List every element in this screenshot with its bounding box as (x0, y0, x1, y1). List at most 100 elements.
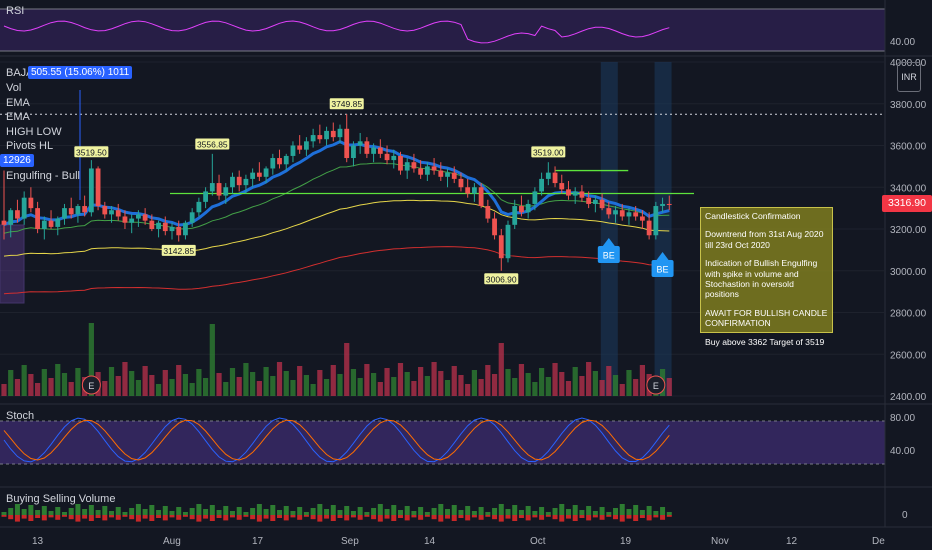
candle-body (230, 176, 235, 188)
highlight-column (600, 62, 618, 396)
candle-body (75, 206, 81, 215)
volume-bar (236, 377, 242, 396)
candle-body (324, 130, 329, 140)
candle-body (41, 220, 47, 229)
sell-volume-bar (639, 515, 645, 518)
sell-volume-bar (646, 515, 652, 521)
sell-volume-bar (478, 515, 484, 520)
stoch-d-line (3, 419, 670, 461)
volume-bar (256, 381, 262, 396)
sell-volume-bar (28, 515, 34, 521)
sell-volume-bar (384, 515, 390, 519)
volume-bar (485, 365, 491, 396)
candle (176, 220, 182, 242)
candle (572, 187, 578, 204)
volume-bar (21, 365, 27, 396)
sell-volume-bar (277, 515, 283, 518)
candle-body (592, 199, 598, 204)
candle (297, 135, 303, 154)
buy-volume-bar (209, 505, 215, 515)
buy-volume-bar (633, 505, 639, 515)
candle (95, 166, 101, 211)
legend-item[interactable]: HIGH LOW (6, 125, 62, 138)
buy-volume-bar (283, 506, 289, 515)
sell-volume-bar (565, 515, 571, 519)
sell-volume-bar (492, 515, 498, 520)
volume-bar (599, 380, 605, 396)
candle (478, 183, 484, 209)
sell-volume-bar (263, 515, 269, 519)
buy-volume-bar (471, 511, 477, 515)
note-line: Downtrend from 31st Aug 2020 till 23rd O… (705, 229, 824, 250)
earnings-marker-label: E (653, 381, 659, 391)
candle (545, 162, 551, 186)
buy-volume-bar (364, 512, 370, 515)
buy-volume-bar (189, 508, 195, 515)
candle (196, 197, 202, 217)
candle-body (572, 191, 578, 196)
time-tick-label: Oct (530, 536, 546, 547)
sell-volume-bar (176, 515, 182, 520)
note-line: Indication of Bullish Engulfing with spi… (705, 258, 818, 300)
buy-volume-bar (371, 508, 377, 515)
volume-bar (458, 375, 464, 396)
volume-bar (424, 376, 430, 396)
buy-volume-bar (518, 510, 524, 515)
candle-body (283, 155, 289, 165)
candle-body (310, 135, 316, 142)
legend-item[interactable]: Pivots HL (6, 140, 54, 153)
candle (633, 206, 639, 221)
buy-volume-bar (532, 511, 538, 515)
bsv-tick-label: 0 (902, 510, 908, 521)
buy-volume-bar (48, 511, 54, 515)
candle-body (626, 212, 632, 217)
volume-bar (68, 382, 74, 396)
candle (626, 208, 632, 225)
volume-bar (491, 374, 498, 396)
candle-body (304, 141, 309, 150)
candle-body (458, 178, 464, 188)
legend-item[interactable]: EMA (6, 96, 30, 109)
currency-label[interactable]: INR (897, 62, 921, 92)
candle (532, 187, 538, 211)
buy-volume-bar (14, 504, 20, 515)
candle-body (619, 210, 625, 217)
candle-body (109, 210, 114, 215)
volume-bar (431, 362, 437, 396)
candle-body (162, 222, 168, 232)
candle-body (21, 197, 27, 219)
buy-volume-bar (156, 510, 162, 515)
buy-volume-bar (465, 506, 471, 515)
candle (209, 153, 215, 196)
legend-item[interactable]: Engulfing - Bull (6, 169, 80, 182)
price-tick-label: 3400.00 (890, 183, 927, 194)
buy-volume-bar (458, 510, 464, 515)
sell-volume-bar (404, 515, 410, 521)
buy-volume-bar (599, 507, 605, 515)
candle (1, 170, 7, 240)
sell-volume-bar (552, 515, 558, 520)
candle-body (438, 170, 444, 177)
volume-bar (88, 323, 94, 396)
pivot-label-box (74, 146, 109, 158)
candle (337, 124, 343, 144)
price-tick-label: 2400.00 (890, 392, 927, 403)
buy-volume-bar (149, 505, 155, 515)
legend-item[interactable]: EMA (6, 111, 30, 124)
be-marker-label: BE (603, 251, 615, 261)
candle-body (236, 176, 242, 186)
candle-body (404, 162, 410, 171)
candle-body (586, 197, 592, 204)
sell-volume-bar (229, 515, 235, 518)
volume-bar (115, 376, 121, 396)
volume-bar (108, 367, 115, 396)
candle-body (290, 145, 296, 156)
candle (290, 141, 296, 163)
buy-volume-bar (95, 510, 101, 515)
candle-body (384, 153, 390, 161)
volume-bar (283, 371, 289, 396)
legend-item[interactable]: Vol (6, 82, 22, 94)
candle (398, 151, 403, 175)
buy-volume-bar (169, 511, 175, 515)
